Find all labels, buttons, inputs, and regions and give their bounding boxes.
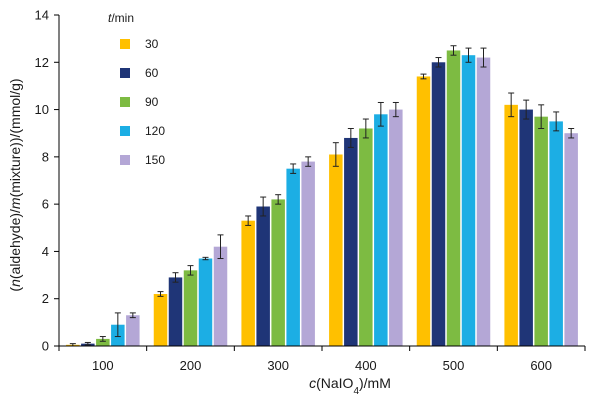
bar	[431, 62, 446, 347]
y-axis-ticks: 0 2 4 6 8 10 12 14	[35, 8, 59, 354]
y-tick-label: 10	[35, 102, 49, 117]
bar	[359, 128, 373, 346]
bar	[329, 154, 343, 346]
bar	[213, 246, 228, 346]
legend-swatch	[120, 126, 130, 136]
bar	[126, 315, 140, 346]
y-tick-label: 14	[35, 8, 49, 23]
bar	[168, 277, 183, 346]
y-axis-title: (n(aldehyde)/m(mixture))/(mmol/g)	[7, 78, 23, 291]
legend: t/min 30 60 90 120 150	[108, 11, 165, 167]
bar	[301, 161, 315, 346]
y-tick-label: 12	[35, 55, 49, 70]
x-tick-label: 100	[92, 358, 114, 373]
bar	[198, 258, 213, 346]
y-tick-label: 8	[42, 149, 49, 164]
bar	[534, 116, 548, 347]
bar	[389, 109, 403, 346]
legend-label: 150	[145, 153, 165, 167]
bars	[66, 45, 578, 347]
legend-title: t/min	[108, 11, 134, 25]
bar	[183, 270, 198, 346]
bar	[549, 121, 563, 347]
x-tick-label: 300	[267, 358, 289, 373]
legend-swatch	[120, 97, 130, 107]
legend-label: 30	[145, 37, 159, 51]
bar	[504, 104, 518, 346]
x-axis-title: c(NaIO4)/mM	[309, 375, 391, 397]
y-tick-label: 2	[42, 291, 49, 306]
legend-swatch	[120, 39, 130, 49]
bar	[271, 199, 285, 346]
x-tick-label: 200	[180, 358, 202, 373]
bar	[241, 220, 255, 346]
legend-swatch	[120, 155, 130, 165]
x-tick-label: 600	[530, 358, 552, 373]
bar	[374, 114, 388, 346]
bar	[564, 133, 578, 346]
bar	[344, 137, 358, 346]
bar	[461, 55, 476, 346]
y-tick-label: 0	[42, 339, 49, 354]
legend-label: 60	[145, 66, 159, 80]
bar	[519, 109, 533, 346]
y-tick-label: 6	[42, 197, 49, 212]
bar	[153, 293, 168, 346]
legend-swatch	[120, 68, 130, 78]
bar	[96, 338, 110, 346]
bar	[446, 50, 461, 346]
bar	[476, 57, 491, 347]
legend-label: 120	[145, 124, 165, 138]
x-tick-label: 400	[355, 358, 377, 373]
bar	[256, 206, 270, 346]
x-tick-label: 500	[443, 358, 465, 373]
y-tick-label: 4	[42, 244, 49, 259]
bar	[286, 168, 300, 346]
bar	[416, 76, 431, 346]
legend-label: 90	[145, 95, 159, 109]
x-axis-ticks: 100 200 300 400 500 600	[58, 346, 586, 373]
